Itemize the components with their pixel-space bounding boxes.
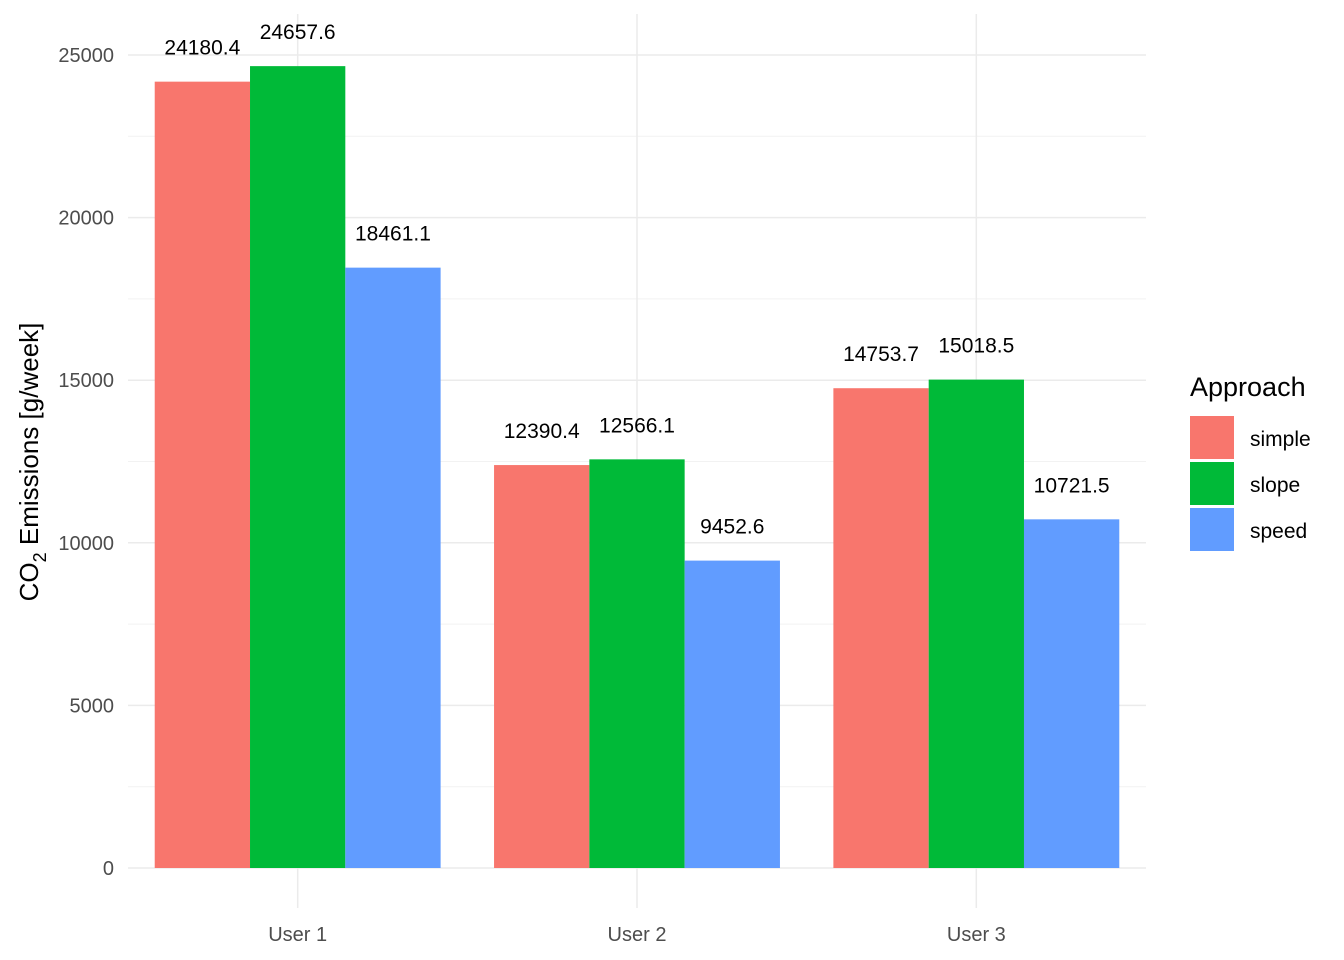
bar-simple bbox=[154, 81, 251, 869]
data-label: 12566.1 bbox=[599, 414, 675, 437]
data-label: 24180.4 bbox=[164, 37, 240, 60]
y-tick-label: 20000 bbox=[58, 208, 114, 230]
x-tick-label: User 2 bbox=[608, 924, 667, 946]
legend: Approach simple slope speed bbox=[1190, 372, 1311, 551]
bar-speed bbox=[345, 267, 441, 868]
data-label: 18461.1 bbox=[355, 223, 431, 246]
y-tick-label: 5000 bbox=[70, 695, 115, 717]
bar-simple bbox=[833, 388, 929, 868]
data-label: 14753.7 bbox=[843, 343, 919, 366]
bar-slope bbox=[589, 459, 685, 868]
y-axis: 0 5000 10000 15000 20000 25000 bbox=[58, 45, 114, 880]
legend-title: Approach bbox=[1190, 372, 1306, 402]
legend-key-slope bbox=[1190, 462, 1234, 505]
data-label: 10721.5 bbox=[1034, 474, 1110, 497]
data-label: 12390.4 bbox=[504, 420, 580, 443]
bar-slope bbox=[928, 379, 1024, 868]
y-tick-label: 0 bbox=[103, 858, 114, 880]
bar-simple bbox=[494, 465, 590, 868]
legend-label-speed: speed bbox=[1250, 520, 1307, 543]
data-labels: 24180.4 24657.6 18461.1 12390.4 12566.1 9452.… bbox=[164, 21, 1109, 538]
y-tick-label: 25000 bbox=[58, 45, 114, 67]
legend-label-slope: slope bbox=[1250, 474, 1300, 497]
y-axis-title-suffix: Emissions [g/week] bbox=[14, 323, 44, 553]
y-axis-title-subscript: 2 bbox=[30, 552, 50, 562]
data-label: 24657.6 bbox=[260, 21, 336, 44]
x-axis: User 1 User 2 User 3 bbox=[268, 924, 1006, 946]
bars bbox=[154, 66, 1120, 869]
legend-key-speed bbox=[1190, 508, 1234, 551]
x-tick-label: User 3 bbox=[947, 924, 1006, 946]
y-tick-label: 10000 bbox=[58, 533, 114, 555]
bar-speed bbox=[1023, 519, 1120, 868]
y-axis-title: CO2 Emissions [g/week] bbox=[14, 323, 50, 602]
y-axis-title-prefix: CO bbox=[14, 562, 44, 601]
x-tick-label: User 1 bbox=[268, 924, 327, 946]
bar-slope bbox=[250, 66, 346, 869]
legend-key-simple bbox=[1190, 416, 1234, 459]
data-label: 9452.6 bbox=[700, 516, 764, 539]
legend-label-simple: simple bbox=[1250, 428, 1311, 451]
y-tick-label: 15000 bbox=[58, 370, 114, 392]
data-label: 15018.5 bbox=[938, 335, 1014, 358]
bar-speed bbox=[684, 560, 780, 868]
